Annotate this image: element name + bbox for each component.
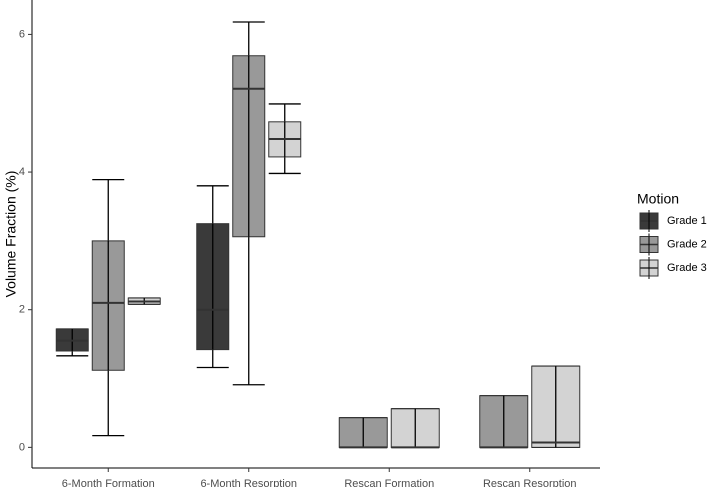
y-tick-label: 2 [19, 304, 25, 316]
x-tick-label: Rescan Resorption [483, 478, 577, 487]
legend-label: Grade 3 [667, 262, 707, 274]
y-tick-label: 4 [19, 166, 25, 178]
x-tick-label: 6-Month Formation [62, 478, 155, 487]
y-tick-label: 6 [19, 28, 25, 40]
x-tick-label: 6-Month Resorption [200, 478, 297, 487]
legend-label: Grade 1 [667, 215, 707, 227]
legend-title: Motion [637, 191, 679, 207]
y-tick-label: 0 [19, 441, 25, 453]
y-axis-title: Volume Fraction (%) [3, 171, 19, 298]
legend-label: Grade 2 [667, 238, 707, 250]
x-tick-label: Rescan Formation [344, 478, 434, 487]
